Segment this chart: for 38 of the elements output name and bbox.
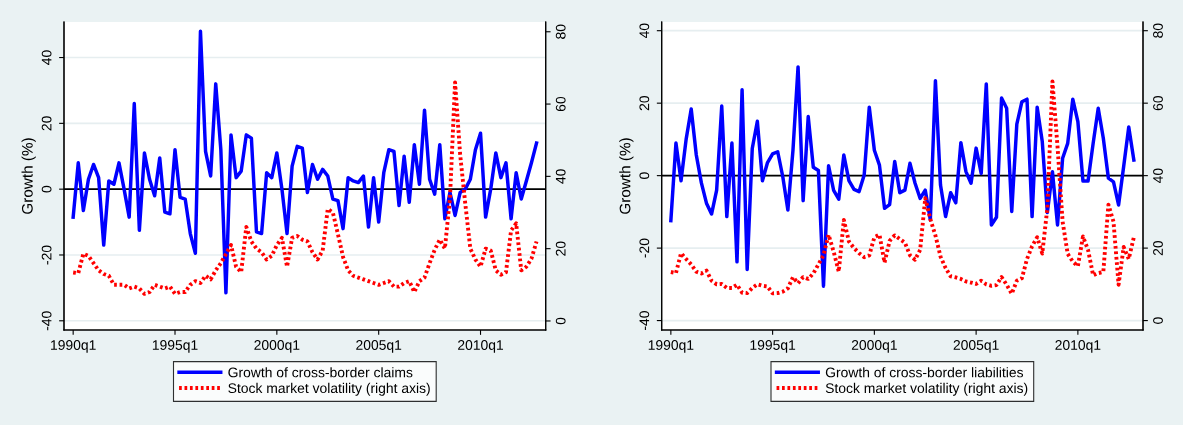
x-tick-label: 1995q1 bbox=[750, 340, 796, 353]
legend-label: Stock market volatility (right axis) bbox=[228, 382, 430, 396]
x-tick-label: 2010q1 bbox=[1055, 340, 1101, 353]
y-tick-label: 20 bbox=[41, 116, 52, 131]
y2-tick-label: 0 bbox=[1153, 317, 1163, 324]
y-tick-label: 40 bbox=[41, 50, 52, 65]
y-tick-label: 0 bbox=[639, 172, 650, 179]
line-series bbox=[71, 29, 539, 295]
legend-label: Growth of cross-border claims bbox=[228, 367, 413, 378]
x-tick-label: 1990q1 bbox=[51, 340, 96, 353]
y-tick-label: -40 bbox=[639, 311, 650, 330]
y-tick-label: 20 bbox=[639, 95, 650, 111]
y-tick-label: 0 bbox=[41, 185, 52, 193]
y-axis-title: Growth (%) bbox=[619, 138, 634, 214]
y2-tick-label: 80 bbox=[555, 24, 566, 39]
legend-label: Growth of cross-border liabilities bbox=[825, 367, 1024, 378]
y2-tick-label: 40 bbox=[555, 169, 566, 184]
y-tick-label: 40 bbox=[639, 23, 650, 39]
y-tick-label: -20 bbox=[639, 238, 650, 258]
legend-label: Stock market volatility (right axis) bbox=[825, 382, 1028, 396]
y2-tick-label: 20 bbox=[555, 241, 566, 256]
y-tick-label: -40 bbox=[41, 311, 52, 331]
y2-tick-label: 0 bbox=[555, 317, 566, 325]
y2-tick-label: 20 bbox=[1153, 240, 1163, 256]
x-tick-label: 1990q1 bbox=[648, 340, 694, 353]
x-tick-label: 1995q1 bbox=[152, 340, 198, 353]
line-series bbox=[71, 80, 539, 296]
y2-tick-label: 60 bbox=[555, 96, 566, 112]
y-tick-label: -20 bbox=[41, 245, 52, 265]
y-axis-title: Growth (%) bbox=[21, 138, 36, 214]
x-tick-label: 2005q1 bbox=[356, 340, 402, 353]
x-tick-label: 2000q1 bbox=[851, 340, 897, 353]
x-tick-label: 2010q1 bbox=[458, 340, 504, 353]
y2-tick-label: 40 bbox=[1153, 168, 1163, 184]
y2-tick-label: 60 bbox=[1153, 95, 1163, 111]
x-tick-label: 2005q1 bbox=[953, 340, 999, 353]
x-tick-label: 2000q1 bbox=[254, 340, 300, 353]
y2-tick-label: 80 bbox=[1153, 23, 1163, 38]
